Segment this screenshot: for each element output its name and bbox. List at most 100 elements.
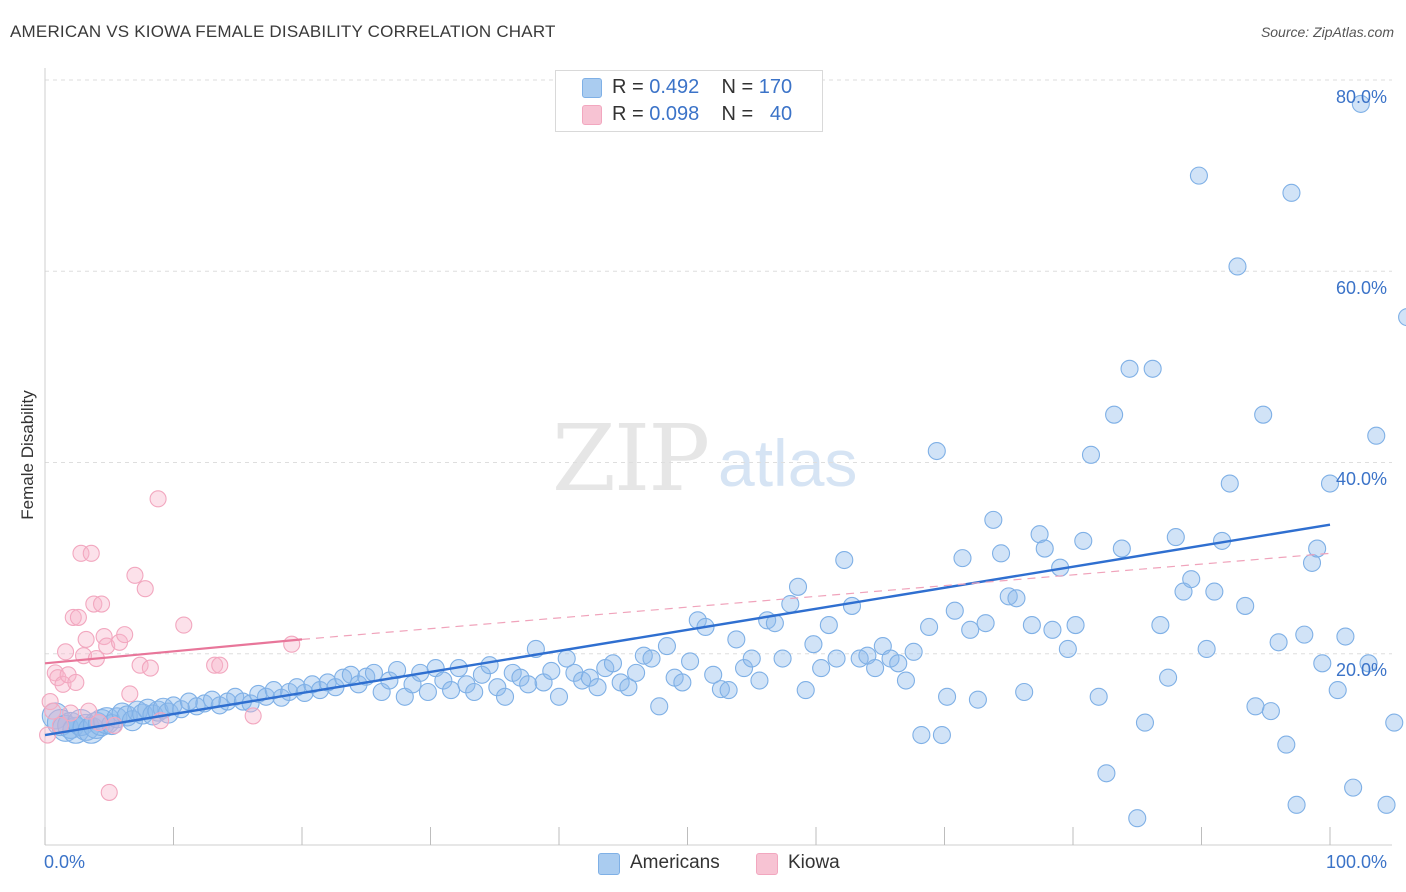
americans-point-170 <box>1287 795 1306 814</box>
americans-point-119 <box>904 642 923 661</box>
americans-point-169 <box>1282 183 1301 202</box>
americans-point-179 <box>1351 94 1370 113</box>
americans-point-163 <box>1236 596 1255 615</box>
kiowa-legend-label: Kiowa <box>788 852 840 873</box>
americans-point-132 <box>999 587 1018 606</box>
y-axis-label: Female Disability <box>18 390 37 520</box>
americans-point-128 <box>968 690 987 709</box>
kiowa-point-38 <box>244 707 262 725</box>
americans-point-174 <box>1313 654 1332 673</box>
kiowa-n-label: N = <box>721 103 754 125</box>
americans-point-64 <box>480 656 499 675</box>
kiowa-point-7 <box>57 643 75 661</box>
americans-point-142 <box>1074 531 1093 550</box>
correlation-legend: R = 0.492 N = 170 R = 0.098 N = 40 <box>555 70 823 132</box>
americans-point-166 <box>1261 702 1280 721</box>
americans-point-135 <box>1022 616 1041 635</box>
kiowa-point-30 <box>131 656 149 674</box>
americans-trendline <box>44 523 1331 737</box>
americans-point-122 <box>927 441 946 461</box>
americans-n-label: N = <box>721 76 754 98</box>
americans-point-105 <box>796 681 815 700</box>
legend-row-kiowa-text: R = 0.098 N = 40 <box>612 103 792 126</box>
americans-point-150 <box>1135 713 1155 732</box>
kiowa-point-1 <box>41 693 59 711</box>
americans-swatch <box>582 78 602 98</box>
americans-point-80 <box>603 654 623 673</box>
americans-point-154 <box>1166 528 1185 547</box>
americans-point-63 <box>472 665 491 684</box>
kiowa-legend-swatch <box>756 853 778 875</box>
y-tick-label-20: 20.0% <box>1336 660 1388 680</box>
americans-point-136 <box>1030 525 1049 544</box>
americans-point-177 <box>1336 627 1355 646</box>
americans-point-184 <box>1398 308 1406 327</box>
americans-point-124 <box>938 687 957 706</box>
americans-point-183 <box>1385 713 1404 732</box>
kiowa-point-36 <box>206 656 224 674</box>
americans-point-164 <box>1246 697 1265 716</box>
kiowa-point-39 <box>283 635 301 653</box>
americans-point-99 <box>750 671 769 690</box>
americans-point-69 <box>519 675 538 694</box>
kiowa-point-31 <box>136 580 154 598</box>
americans-n-value: 170 <box>758 76 793 98</box>
kiowa-point-12 <box>69 608 87 626</box>
americans-point-61 <box>457 675 476 694</box>
kiowa-point-16 <box>80 702 98 720</box>
americans-point-127 <box>961 620 980 639</box>
kiowa-point-21 <box>92 595 111 613</box>
americans-point-107 <box>812 659 831 678</box>
americans-point-62 <box>465 682 484 702</box>
kiowa-point-6 <box>54 675 72 693</box>
y-tick-label-60: 60.0% <box>1336 278 1388 298</box>
americans-point-145 <box>1097 764 1116 783</box>
kiowa-point-27 <box>116 626 134 644</box>
americans-point-141 <box>1066 616 1085 635</box>
watermark-zip: ZIP <box>552 405 710 512</box>
americans-point-110 <box>835 550 854 570</box>
americans-point-87 <box>657 637 676 656</box>
americans-point-121 <box>920 617 939 637</box>
americans-point-66 <box>495 687 515 706</box>
americans-point-159 <box>1205 582 1224 601</box>
kiowa-r-value: 0.098 <box>649 103 700 125</box>
x-tick-label-max: 100.0% <box>1326 852 1388 872</box>
americans-point-93 <box>704 665 723 684</box>
x-tick-label-min: 0.0% <box>44 852 86 872</box>
americans-point-133 <box>1007 589 1026 608</box>
kiowa-point-10 <box>64 608 82 626</box>
americans-legend-label: Americans <box>630 852 720 873</box>
americans-point-106 <box>804 635 823 654</box>
americans-point-85 <box>642 649 661 668</box>
kiowa-n-value: 40 <box>769 103 793 125</box>
americans-point-148 <box>1120 359 1139 378</box>
americans-point-151 <box>1143 359 1162 378</box>
americans-point-56 <box>418 682 437 702</box>
americans-point-59 <box>442 681 461 700</box>
americans-point-176 <box>1328 681 1347 700</box>
kiowa-point-22 <box>95 627 113 646</box>
kiowa-r-label: R = <box>612 103 644 125</box>
americans-point-96 <box>727 630 746 649</box>
americans-point-167 <box>1269 633 1288 652</box>
americans-point-144 <box>1089 687 1108 706</box>
americans-point-111 <box>842 596 862 615</box>
kiowa-trendline-extension <box>301 552 1331 641</box>
americans-point-180 <box>1359 654 1378 673</box>
americans-point-162 <box>1228 257 1247 276</box>
americans-point-165 <box>1254 405 1273 424</box>
kiowa-point-28 <box>121 685 139 703</box>
americans-point-118 <box>896 671 916 690</box>
americans-point-82 <box>619 678 638 697</box>
kiowa-point-15 <box>77 630 95 648</box>
americans-point-158 <box>1197 639 1216 659</box>
kiowa-point-17 <box>82 544 100 562</box>
americans-legend-swatch <box>598 853 620 875</box>
americans-point-181 <box>1367 426 1386 445</box>
americans-point-173 <box>1308 539 1327 558</box>
americans-point-90 <box>681 652 700 671</box>
y-tick-label-80: 80.0% <box>1336 87 1388 107</box>
kiowa-point-35 <box>175 616 193 634</box>
